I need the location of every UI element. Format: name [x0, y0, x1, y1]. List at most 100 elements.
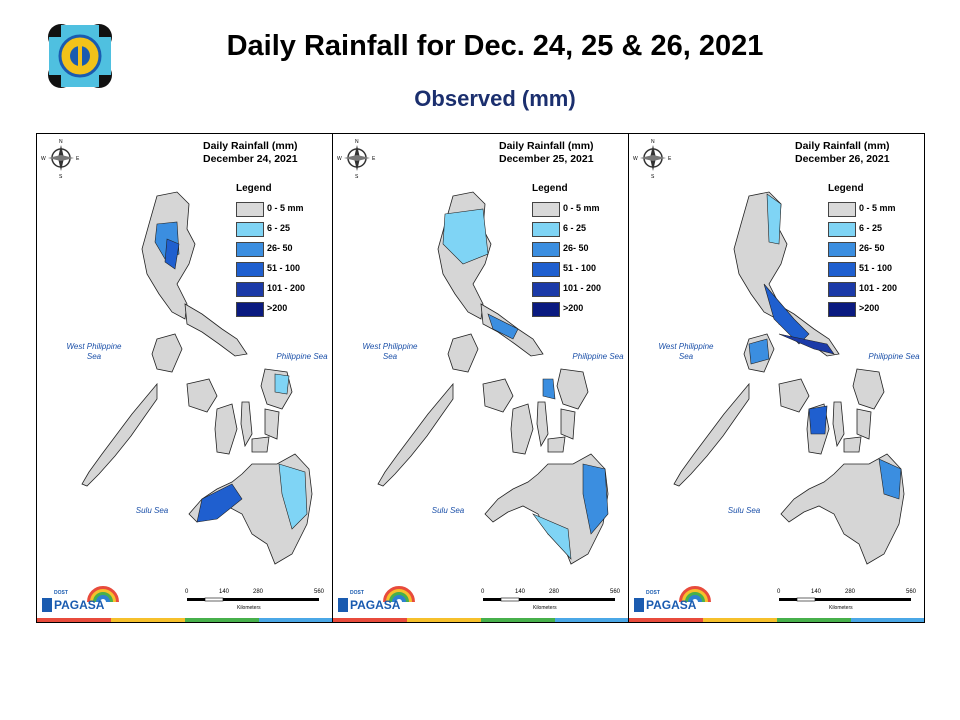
dost-label: DOST [350, 590, 364, 596]
west-philippine-sea-label: West Philippine Sea [658, 342, 714, 361]
legend-swatch [532, 242, 560, 257]
legend-label: >200 [859, 303, 880, 313]
legend-swatch [532, 282, 560, 297]
legend-swatch [236, 262, 264, 277]
panel-title-date: December 25, 2021 [499, 153, 594, 165]
philippines-map: N S E W [633, 139, 905, 565]
svg-text:E: E [76, 156, 80, 162]
pagasa-label: PAGASA [350, 598, 401, 612]
leyte-island [856, 408, 872, 440]
rainfall-area [442, 208, 489, 265]
legend-swatch [236, 202, 264, 217]
legend-swatch [828, 202, 856, 217]
panay-island [778, 378, 810, 413]
scale-tick-0: 0 [777, 589, 781, 595]
samar-island [556, 368, 589, 410]
svg-text:E: E [668, 156, 672, 162]
scale-bar: 0 140 280 560 Kilometers [777, 589, 916, 619]
legend-label: 6 - 25 [267, 223, 291, 233]
svg-text:S: S [651, 174, 655, 180]
legend-swatch [236, 302, 264, 317]
philippines-map: N S E W [41, 139, 313, 565]
legend-swatch [828, 282, 856, 297]
legend-swatch [532, 262, 560, 277]
scale-tick-280: 280 [549, 589, 560, 595]
west-philippine-sea-label: West Philippine Sea [66, 342, 122, 361]
mindoro-island [447, 333, 479, 373]
legend-swatch [828, 302, 856, 317]
rainfall-map-panels: N S E W Daily Rainfall (mm) December 24,… [36, 133, 926, 623]
palawan-island [377, 382, 454, 487]
svg-text:N: N [355, 139, 359, 145]
svg-text:N: N [651, 139, 655, 145]
legend-label: >200 [563, 303, 584, 313]
map-panel-dec-25: N S E W Daily Rainfall (mm) December 25,… [332, 133, 629, 623]
rainfall-area [532, 513, 572, 560]
panel-title-date: December 24, 2021 [203, 153, 298, 165]
legend-label: 0 - 5 mm [859, 203, 896, 213]
panay-island [482, 378, 514, 413]
pagasa-logo: DOST PAGASA [337, 582, 417, 620]
svg-text:W: W [41, 156, 46, 162]
rainfall-area [778, 333, 835, 355]
negros-island [214, 403, 238, 455]
rainfall-area [164, 238, 180, 270]
palawan-island [673, 382, 750, 487]
panel-title: Daily Rainfall (mm) December 25, 2021 [499, 140, 594, 166]
legend-label: 26- 50 [563, 243, 589, 253]
leyte-island [264, 408, 280, 440]
svg-text:S: S [355, 174, 359, 180]
bohol-island [547, 436, 566, 453]
legend-title: Legend [828, 183, 864, 194]
compass-rose: N S E W [633, 139, 672, 180]
rainfall-area [542, 378, 556, 400]
negros-island [510, 403, 534, 455]
rainfall-area [582, 463, 609, 535]
scale-tick-140: 140 [515, 589, 526, 595]
legend-swatch [532, 202, 560, 217]
legend-title: Legend [532, 183, 568, 194]
svg-text:W: W [633, 156, 638, 162]
legend-swatch [532, 222, 560, 237]
scale-bar: 0 140 280 560 Kilometers [481, 589, 620, 619]
bicol-peninsula [184, 303, 248, 357]
pagasa-label: PAGASA [54, 598, 105, 612]
pagasa-logo: DOST PAGASA [41, 582, 121, 620]
mindoro-island [151, 333, 183, 373]
legend-label: 26- 50 [267, 243, 293, 253]
sulu-sea-label: Sulu Sea [727, 506, 761, 515]
dost-label: DOST [54, 590, 68, 596]
svg-text:W: W [337, 156, 342, 162]
rainfall-area [766, 193, 782, 245]
philippines-map: N S E W [337, 139, 609, 565]
legend-label: 101 - 200 [563, 283, 602, 293]
scale-tick-280: 280 [253, 589, 264, 595]
sulu-sea-label: Sulu Sea [431, 506, 465, 515]
scale-unit: Kilometers [829, 605, 853, 611]
scale-bar: 0 140 280 560 Kilometers [185, 589, 324, 619]
legend-swatch [532, 302, 560, 317]
compass-rose: N S E W [337, 139, 376, 180]
rainfall-overlay [154, 221, 308, 530]
footer-color-stripe [37, 618, 332, 622]
dost-seal-logo [47, 23, 113, 89]
legend-swatch [236, 242, 264, 257]
legend-label: 0 - 5 mm [563, 203, 600, 213]
bohol-island [843, 436, 862, 453]
rainfall-area [808, 405, 828, 435]
rainfall-overlay [442, 208, 609, 560]
svg-text:E: E [372, 156, 376, 162]
cebu-island [832, 401, 845, 448]
scale-unit: Kilometers [237, 605, 261, 611]
samar-island [852, 368, 885, 410]
west-philippine-sea-label: West Philippine Sea [362, 342, 418, 361]
legend-label: 26- 50 [859, 243, 885, 253]
sulu-sea-label: Sulu Sea [135, 506, 169, 515]
legend-label: 51 - 100 [563, 263, 597, 273]
panay-island [186, 378, 218, 413]
legend-swatch [236, 222, 264, 237]
map-panel-dec-24: N S E W Daily Rainfall (mm) December 24,… [36, 133, 333, 623]
panel-title-line1: Daily Rainfall (mm) [499, 140, 594, 152]
page-title: Daily Rainfall for Dec. 24, 25 & 26, 202… [226, 30, 764, 62]
rainfall-area [274, 373, 290, 395]
